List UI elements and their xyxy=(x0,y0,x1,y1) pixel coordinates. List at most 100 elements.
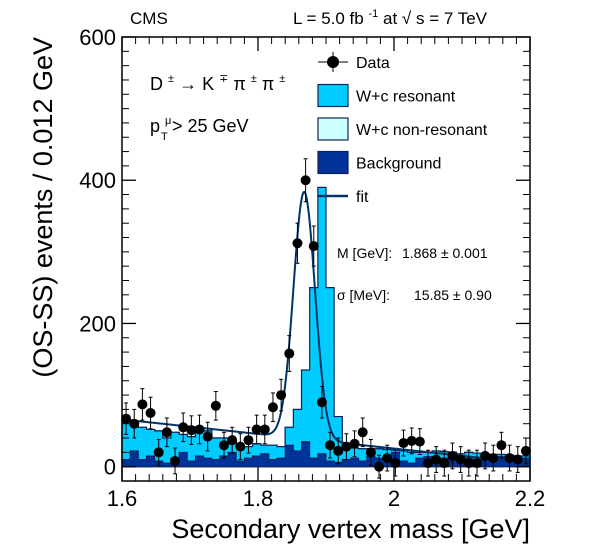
data-point xyxy=(414,428,425,456)
data-marker xyxy=(292,238,303,249)
data-marker xyxy=(300,175,311,186)
data-marker xyxy=(276,390,287,401)
data-point xyxy=(504,444,515,472)
x-tick-label: 2.2 xyxy=(515,486,546,511)
data-point xyxy=(276,378,287,412)
data-marker xyxy=(488,453,499,464)
y-tick-label: 600 xyxy=(79,25,116,50)
data-point xyxy=(251,414,262,445)
data-point xyxy=(259,414,270,445)
data-point xyxy=(121,402,132,435)
pt-sup: μ xyxy=(165,115,171,127)
decay-d-sup: ± xyxy=(168,73,174,85)
data-marker xyxy=(374,461,385,472)
lumi-exponent: -1 xyxy=(368,8,378,20)
decay-arrow: → xyxy=(179,74,202,94)
legend-entry: Background xyxy=(317,150,441,175)
data-marker xyxy=(463,458,474,469)
data-point xyxy=(382,444,393,472)
x-tick-label: 1.6 xyxy=(107,486,138,511)
lumi-mid: at xyxy=(383,9,402,28)
y-axis-label: (OS-SS) events / 0.012 GeV xyxy=(28,37,58,378)
data-point xyxy=(341,433,352,461)
fit-mass-value: 1.868 ± 0.001 xyxy=(402,245,488,261)
lumi-prefix: L = 5.0 fb xyxy=(293,9,364,28)
decay-pi1: π xyxy=(233,74,245,94)
fit-mass-label: M [GeV]: xyxy=(337,245,392,261)
data-point xyxy=(374,454,385,479)
data-point xyxy=(292,222,303,264)
data-point xyxy=(284,335,295,372)
data-marker xyxy=(365,447,376,458)
data-marker xyxy=(243,435,254,446)
data-marker xyxy=(406,435,417,446)
data-point xyxy=(325,431,336,459)
data-marker xyxy=(480,450,491,461)
data-marker xyxy=(308,241,319,252)
data-point xyxy=(161,417,172,448)
data-point xyxy=(463,449,474,477)
data-point xyxy=(455,446,466,473)
data-marker xyxy=(349,438,360,449)
energy-value: s = 7 TeV xyxy=(416,9,488,28)
data-marker xyxy=(227,435,238,446)
data-point xyxy=(480,442,491,470)
data-marker xyxy=(504,453,515,464)
data-marker xyxy=(325,440,336,451)
legend-label: fit xyxy=(356,189,369,206)
pt-cut-label: p μ T > 25 GeV xyxy=(150,108,249,144)
data-point xyxy=(471,449,482,477)
decay-label: D ± → K ∓ π ± π ± xyxy=(150,66,285,94)
data-marker xyxy=(251,424,262,435)
decay-pi2-sup: ± xyxy=(279,73,285,85)
data-point xyxy=(227,426,238,454)
legend-entry: fit xyxy=(318,189,369,206)
energy-label: L = 5.0 fb -1 at √ s = 7 TeV xyxy=(293,2,488,28)
y-tick-label: 400 xyxy=(79,168,116,193)
legend-swatch xyxy=(317,150,349,175)
data-marker xyxy=(145,407,156,418)
data-marker xyxy=(333,445,344,456)
data-point xyxy=(365,438,376,466)
data-marker xyxy=(210,400,221,411)
legend-label: W+c non-resonant xyxy=(356,122,488,139)
data-point xyxy=(210,390,221,421)
data-point xyxy=(390,449,401,477)
data-point xyxy=(431,446,442,473)
pt-rest: > 25 GeV xyxy=(172,116,249,136)
data-marker xyxy=(341,441,352,452)
data-marker xyxy=(186,425,197,436)
legend: Data W+c resonant W+c non-resonant Backgrou… xyxy=(317,52,488,206)
data-point xyxy=(398,429,409,457)
data-point xyxy=(178,412,189,443)
legend-marker-icon xyxy=(327,56,339,68)
x-axis-label: Secondary vertex mass [GeV] xyxy=(171,514,530,544)
decay-pi2: π xyxy=(262,74,274,94)
legend-swatch xyxy=(317,83,349,108)
data-point xyxy=(447,442,458,470)
x-tick-label: 2 xyxy=(388,486,400,511)
data-point xyxy=(406,427,417,455)
data-point xyxy=(333,437,344,465)
data-marker xyxy=(316,397,327,408)
decay-d: D xyxy=(150,74,163,94)
data-points-layer xyxy=(121,158,531,479)
data-marker xyxy=(178,422,189,433)
legend-swatch xyxy=(317,117,349,141)
axis-ticks: 1.6 1.8 2 2.2 0 200 400 600 xyxy=(79,25,545,511)
data-point xyxy=(243,426,254,454)
data-marker xyxy=(431,454,442,465)
y-tick-label: 0 xyxy=(104,455,116,480)
data-point xyxy=(235,433,246,461)
data-marker xyxy=(357,427,368,438)
data-point xyxy=(349,430,360,458)
data-marker xyxy=(398,438,409,449)
data-point xyxy=(267,392,278,423)
legend-label: W+c resonant xyxy=(356,89,456,106)
data-marker xyxy=(439,458,450,469)
data-point xyxy=(170,447,181,475)
data-marker xyxy=(170,455,181,466)
experiment-label: CMS xyxy=(130,9,168,28)
data-marker xyxy=(382,453,393,464)
